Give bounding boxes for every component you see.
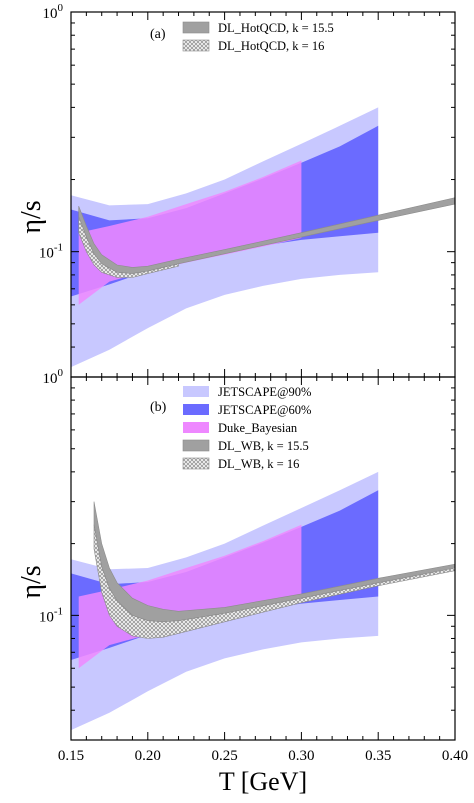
legend-swatch bbox=[182, 439, 210, 452]
legend-swatch bbox=[183, 404, 209, 415]
y-tick-label: 100 bbox=[43, 2, 64, 22]
legend-swatch bbox=[182, 457, 210, 470]
y-tick-label: 10-1 bbox=[39, 242, 63, 262]
panel-b-ylabel: η/s bbox=[16, 565, 47, 598]
y-tick-label: 10-1 bbox=[39, 605, 63, 625]
panel-b: 10-1 100 0.15 0.20 0.25 0.30 0.35 0.40 (b) JETS… bbox=[16, 367, 468, 796]
legend-label: Duke_Bayesian bbox=[218, 421, 298, 435]
panel-b-frame bbox=[70, 376, 456, 741]
legend-swatch bbox=[182, 21, 210, 34]
x-tick-label: 0.15 bbox=[58, 748, 84, 764]
band-dl-hatch bbox=[78, 216, 179, 278]
x-tick-label: 0.20 bbox=[135, 748, 161, 764]
x-tick-label: 0.35 bbox=[365, 748, 391, 764]
panel-b-label: (b) bbox=[150, 400, 167, 415]
panel-a-ylabel: η/s bbox=[16, 200, 47, 233]
legend-swatch bbox=[182, 39, 210, 52]
x-tick-label: 0.30 bbox=[288, 748, 314, 764]
legend-label: DL_WB, k = 15.5 bbox=[218, 439, 309, 453]
panel-a-bands bbox=[71, 107, 455, 368]
legend-label: JETSCAPE@60% bbox=[218, 403, 311, 417]
legend-label: DL_WB, k = 16 bbox=[218, 457, 299, 471]
panel-b-legend: JETSCAPE@90% JETSCAPE@60% Duke_Bayesian DL_… bbox=[182, 385, 311, 471]
panel-a-legend: DL_HotQCD, k = 15.5 DL_HotQCD, k = 16 bbox=[182, 21, 334, 53]
legend-swatch bbox=[183, 422, 209, 433]
x-tick-label: 0.25 bbox=[211, 748, 237, 764]
x-axis-title: T [GeV] bbox=[219, 767, 307, 796]
legend-label: JETSCAPE@90% bbox=[218, 385, 311, 399]
legend-swatch bbox=[183, 386, 209, 397]
x-tick-label: 0.40 bbox=[442, 748, 468, 764]
panel-b-ticks: 10-1 100 0.15 0.20 0.25 0.30 0.35 0.40 bbox=[39, 367, 468, 764]
y-tick-label: 100 bbox=[43, 367, 64, 387]
legend-label: DL_HotQCD, k = 15.5 bbox=[218, 21, 334, 35]
legend-label: DL_HotQCD, k = 16 bbox=[218, 39, 324, 53]
band-dl-hatch bbox=[93, 524, 455, 639]
panel-b-bands bbox=[71, 471, 455, 731]
panel-a-label: (a) bbox=[150, 27, 166, 42]
